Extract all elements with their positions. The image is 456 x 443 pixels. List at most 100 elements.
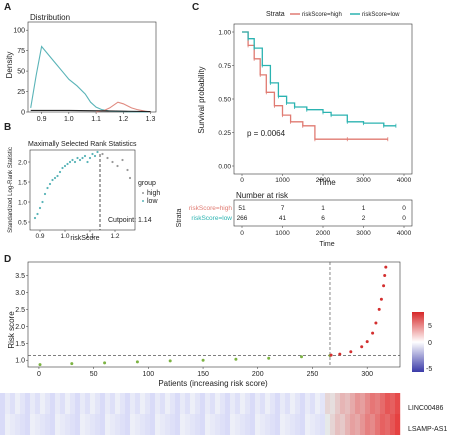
- panel-c-ylabel: Survival probability: [197, 66, 206, 133]
- risk-table-value: 0: [402, 205, 406, 212]
- heatmap-cell: [40, 414, 46, 435]
- panel-a-y-tick-label: 100: [13, 28, 25, 35]
- heatmap-cell: [40, 393, 46, 414]
- heatmap-cell: [290, 414, 296, 435]
- panel-d-x-ticks: 0 50 100 150 200 250 300: [37, 367, 373, 378]
- panel-b-point-low: [63, 164, 67, 168]
- colorbar-tick-5: 5: [428, 323, 432, 330]
- panel-c-y-ticks: 0.00 0.25 0.50 0.75 1.00: [218, 30, 234, 171]
- panel-d-point-high: [360, 345, 364, 349]
- panel-d-point-high: [371, 331, 375, 335]
- panel-a-density-high: [95, 101, 151, 113]
- panel-b-frame: [29, 149, 136, 231]
- heatmap-cell: [265, 393, 271, 414]
- heatmap-cell: [325, 414, 331, 435]
- panel-b-point-low: [76, 156, 79, 160]
- panel-a-letter: A: [4, 2, 11, 13]
- heatmap-cell: [370, 414, 376, 435]
- panel-a-ylabel: Density: [5, 52, 14, 79]
- panel-a-x-tick-label: 0.9: [37, 116, 47, 123]
- heatmap-cell: [200, 414, 206, 435]
- panel-b-point-high: [101, 152, 104, 156]
- heatmap-cell: [190, 393, 196, 414]
- panel-b-x-tick-label: 0.9: [35, 233, 44, 240]
- panel-d-point-low: [135, 360, 139, 364]
- colorbar-tick-0: 0: [428, 340, 432, 347]
- panel-a-y-tick-label: 75: [17, 48, 25, 55]
- heatmap-cell: [35, 393, 41, 414]
- panel-b-y-tick-label: 2.0: [18, 160, 27, 167]
- heatmap-cell: [0, 414, 6, 435]
- heatmap-cell: [210, 414, 216, 435]
- heatmap-cell: [270, 393, 276, 414]
- heatmap-cell: [250, 414, 256, 435]
- heatmap-cell: [280, 414, 286, 435]
- heatmap-cell: [160, 414, 166, 435]
- panel-d-point-high: [377, 307, 381, 311]
- panel-b-point-low: [41, 200, 44, 204]
- risk-table-x-tick-label: 2000: [316, 230, 331, 237]
- panel-b-plot: [33, 150, 132, 230]
- heatmap-cell: [205, 414, 211, 435]
- panel-c-y-tick-label: 0.00: [218, 164, 231, 171]
- heatmap-cell: [235, 393, 241, 414]
- heatmap-cell: [110, 414, 116, 435]
- heatmap-cell: [70, 393, 76, 414]
- panel-d-point-high: [384, 265, 388, 269]
- panel-a-x-ticks: 0.9 1.0 1.1 1.2 1.3: [37, 112, 156, 123]
- heatmap-cell: [300, 393, 306, 414]
- heatmap-cell: [105, 393, 111, 414]
- panel-d-point-high: [383, 274, 387, 277]
- heatmap-cell: [380, 393, 386, 414]
- heatmap-cell: [60, 414, 66, 435]
- panel-a-y-ticks: 0 25 50 75 100: [13, 28, 28, 117]
- panel-b-legend-title: group: [138, 180, 156, 187]
- heatmap-cell: [385, 393, 391, 414]
- panel-b-point-high: [128, 176, 132, 180]
- panel-a-plot: [30, 45, 151, 113]
- panel-d-point-high: [338, 352, 342, 356]
- risk-table-value: 0: [402, 215, 406, 222]
- panel-d-point-high: [349, 350, 353, 354]
- panel-d-plot: [28, 262, 400, 367]
- panel-d-x-tick-label: 150: [197, 371, 209, 378]
- panel-c-y-tick-label: 1.00: [218, 30, 231, 37]
- panel-b-cutpoint: Cutpoint: 1.14: [108, 217, 152, 224]
- heatmap-cell: [360, 393, 366, 414]
- heatmap-cell: [260, 414, 266, 435]
- heatmap-cell: [345, 414, 351, 435]
- heatmap-cell: [95, 393, 101, 414]
- heatmap-cell: [170, 393, 176, 414]
- heatmap-cell: [250, 393, 256, 414]
- heatmap-cell: [35, 414, 41, 435]
- panel-d-y-tick-label: 3.5: [15, 273, 25, 280]
- panel-d-point-low: [300, 355, 303, 359]
- panel-b-point-low: [36, 212, 39, 216]
- panel-b-y-tick-label: 1.0: [18, 200, 27, 207]
- heatmap-cell: [130, 414, 136, 435]
- panel-d-y-ticks: 1.0 1.5 2.0 2.5 3.0 3.5: [15, 273, 28, 365]
- risk-table-value: 7: [281, 205, 285, 212]
- panel-b-point-low: [83, 154, 87, 158]
- heatmap-cell: [320, 414, 326, 435]
- heatmap-cell: [180, 393, 186, 414]
- risk-table-value: 2: [362, 215, 366, 222]
- heatmap-cell: [270, 414, 276, 435]
- heatmap-cell: [195, 414, 201, 435]
- panel-b-legend-low: low: [147, 198, 158, 205]
- heatmap-cell: [180, 414, 186, 435]
- heatmap-cell: [290, 393, 296, 414]
- heatmap-cell: [85, 414, 91, 435]
- heatmap-cell: [340, 393, 346, 414]
- panel-a-density-all: [30, 109, 151, 113]
- heatmap-cell: [225, 393, 231, 414]
- heatmap-cell: [130, 393, 136, 414]
- heatmap-cell: [140, 393, 146, 414]
- panel-b-point-low: [93, 154, 97, 158]
- heatmap-cell: [365, 414, 371, 435]
- panel-b-x-tick-label: 1.2: [110, 233, 119, 240]
- heatmap-cell: [115, 393, 121, 414]
- panel-a-title: Distribution: [30, 13, 70, 22]
- panel-d-point-low: [70, 362, 74, 366]
